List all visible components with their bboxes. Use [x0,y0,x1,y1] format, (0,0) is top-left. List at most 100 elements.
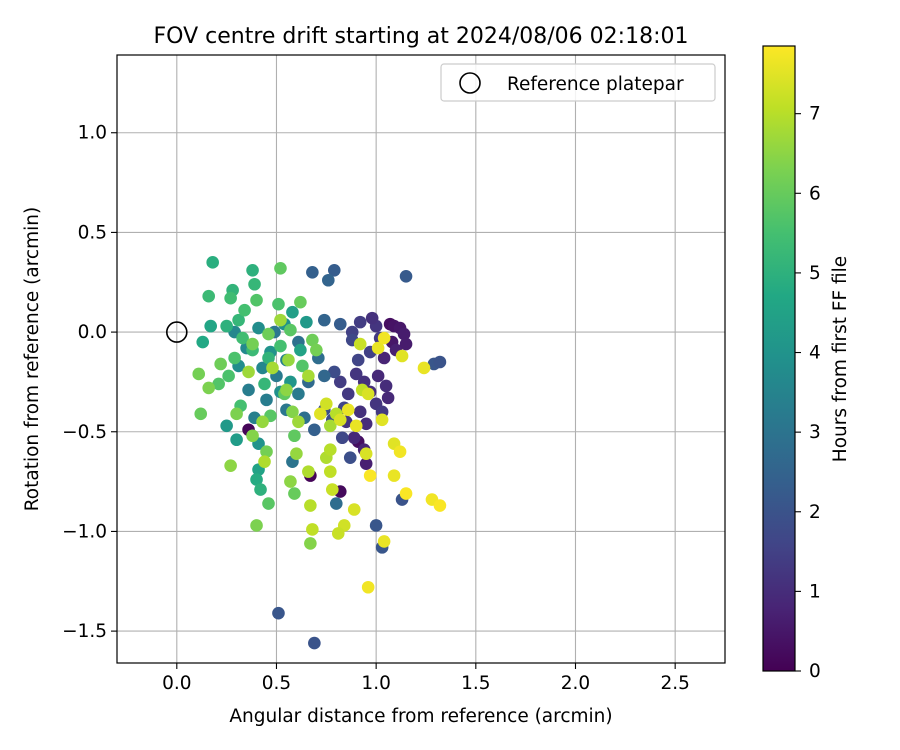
data-point [393,445,407,458]
data-point [272,606,285,620]
colorbar-label: Hours from first FF file [830,256,851,462]
data-point [433,355,447,369]
data-point [242,365,255,379]
data-point [341,403,355,417]
data-point [262,497,275,510]
colorbar-gradient [763,46,795,671]
data-point [359,457,373,470]
data-point [258,455,271,468]
colorbar-tick-label: 3 [809,422,821,443]
data-point [343,451,357,464]
data-point [333,375,347,389]
colorbar-tick-label: 4 [809,343,821,364]
data-point [196,335,210,349]
data-point [306,333,319,347]
data-point [242,383,255,397]
data-point [308,423,321,437]
data-point [361,580,375,594]
data-point [323,419,337,433]
data-point [250,519,263,532]
data-point [329,497,343,510]
data-point [353,337,367,351]
data-point [224,291,237,305]
data-point [294,343,307,357]
y-axis-ticks: 1.0 0.5 0.0 −0.5 −1.0 −1.5 [62,123,117,642]
data-point [228,351,241,365]
data-point [335,431,349,445]
data-point [323,443,337,457]
data-point [272,297,285,311]
data-point [260,445,273,458]
grid-lines [117,55,725,663]
data-point [300,315,313,329]
x-tick-label: 1.0 [361,673,390,694]
colorbar-tick-label: 6 [809,183,821,204]
x-axis-label: Angular distance from reference (arcmin) [229,706,612,727]
data-point [266,361,279,375]
data-point [288,487,301,500]
data-point [347,503,361,516]
colorbar-ticks: 0 1 2 3 4 5 6 7 [795,104,821,682]
data-point [371,369,385,383]
data-point [371,341,385,355]
data-point [250,473,263,486]
data-point [202,289,215,303]
data-point [282,353,295,367]
data-point [310,343,323,357]
data-point [246,429,259,443]
y-tick-label: 0.5 [78,222,107,243]
reference-marker [166,321,188,343]
data-point [214,357,227,371]
data-point [220,419,233,433]
data-point [204,319,217,333]
data-point [274,261,287,275]
data-point [369,519,383,532]
data-point [314,407,327,421]
x-tick-label: 2.5 [660,673,689,694]
data-point [377,331,391,345]
x-tick-label: 0.5 [262,673,291,694]
data-point [274,339,287,353]
data-point [379,379,393,393]
data-point [252,321,265,335]
data-point [323,465,337,478]
data-point [359,447,373,460]
data-point [286,405,299,419]
data-point [260,393,273,407]
data-point [230,407,243,421]
data-point [306,523,319,536]
data-point [381,391,395,405]
data-point [399,269,413,283]
data-point [250,293,263,307]
data-point [206,256,219,269]
data-point [308,636,321,650]
data-point [232,313,245,327]
data-point [333,317,347,331]
data-point [202,381,215,395]
data-point [320,397,333,411]
data-point [246,337,259,351]
chart-title: FOV centre drift starting at 2024/08/06 … [154,24,689,49]
data-point [359,417,373,431]
x-tick-label: 1.5 [461,673,490,694]
data-point [294,295,307,309]
data-point [254,483,267,496]
data-point [341,387,355,401]
data-point [353,315,367,329]
data-point [322,273,335,287]
x-tick-label: 0.0 [162,673,191,694]
data-point [212,377,225,391]
colorbar-tick-label: 0 [809,661,821,682]
colorbar-tick-label: 5 [809,263,821,284]
legend-label: Reference platepar [507,74,684,95]
data-point [194,407,208,421]
x-axis-ticks: 0.0 0.5 1.0 1.5 2.0 2.5 [162,663,690,694]
data-point [318,313,331,327]
data-point [236,331,249,345]
data-point [347,431,361,445]
data-point [258,377,271,391]
data-point [302,465,315,478]
data-point [397,327,411,341]
data-point [318,369,331,383]
